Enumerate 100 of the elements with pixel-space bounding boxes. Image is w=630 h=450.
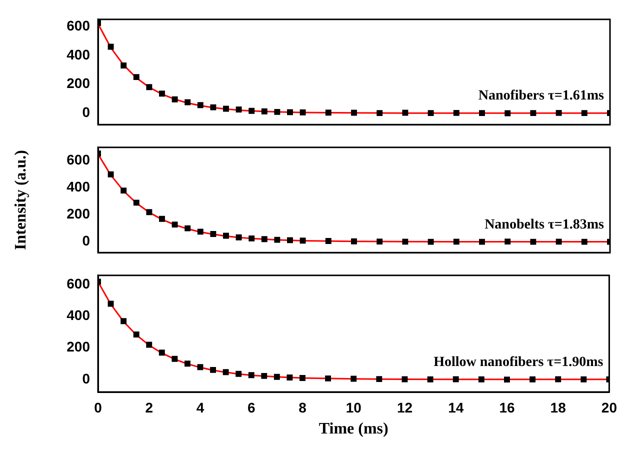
- point: [236, 370, 242, 377]
- annotation: Nanobelts τ=1.83ms: [484, 217, 605, 232]
- point: [120, 62, 127, 68]
- point: [452, 376, 459, 382]
- point: [287, 109, 293, 116]
- point: [300, 375, 306, 381]
- x-tick-label: 14: [448, 399, 464, 416]
- point: [325, 110, 332, 116]
- x-tick-label: 16: [499, 399, 515, 416]
- point: [428, 238, 434, 245]
- point: [222, 369, 229, 376]
- point: [236, 106, 242, 112]
- point: [197, 102, 204, 108]
- point: [287, 237, 293, 244]
- point: [108, 300, 114, 307]
- point: [223, 106, 229, 112]
- point: [580, 376, 587, 382]
- point: [555, 376, 562, 382]
- point: [427, 376, 434, 382]
- point: [479, 110, 485, 116]
- annotation: Hollow nanofibers τ=1.90ms: [434, 355, 604, 370]
- point: [248, 372, 254, 378]
- point: [325, 238, 332, 244]
- point: [197, 364, 204, 370]
- point: [108, 44, 114, 50]
- point: [184, 360, 190, 367]
- point: [248, 108, 255, 114]
- point: [402, 238, 408, 245]
- point: [351, 110, 357, 116]
- point: [146, 342, 152, 348]
- x-tick-label: 8: [298, 399, 307, 416]
- point: [133, 74, 140, 80]
- x-tick-label: 0: [94, 399, 102, 416]
- y-tick-label: 400: [66, 307, 90, 324]
- point: [325, 375, 332, 382]
- y-tick-label: 200: [66, 206, 90, 222]
- annotation: Nanofibers τ=1.61ms: [478, 88, 605, 104]
- point: [248, 235, 255, 242]
- point: [261, 372, 268, 379]
- point: [504, 110, 511, 116]
- point: [581, 238, 588, 245]
- point: [351, 238, 357, 244]
- x-tick-label: 10: [346, 399, 362, 416]
- y-tick-label: 0: [82, 104, 90, 120]
- point: [172, 356, 178, 362]
- point: [223, 232, 229, 239]
- point: [146, 84, 152, 90]
- y-tick-label: 0: [82, 232, 90, 249]
- point: [172, 96, 178, 102]
- point: [184, 225, 191, 232]
- x-tick-label: 6: [247, 399, 256, 416]
- point: [184, 99, 191, 106]
- point: [158, 350, 165, 356]
- point: [274, 374, 280, 380]
- y-tick-label: 400: [66, 178, 90, 195]
- x-tick-label: 18: [550, 399, 566, 416]
- point: [300, 109, 306, 116]
- point: [530, 376, 536, 382]
- y-tick-label: 600: [66, 276, 90, 292]
- y-tick-label: 0: [82, 370, 90, 386]
- point: [286, 374, 293, 380]
- point: [300, 238, 306, 244]
- point: [428, 110, 434, 116]
- point: [504, 376, 510, 383]
- point: [146, 209, 152, 216]
- point: [197, 228, 204, 235]
- point: [478, 376, 484, 382]
- point: [274, 108, 280, 115]
- point: [210, 366, 216, 373]
- y-tick-label: 200: [66, 75, 90, 92]
- y-axis-title: Intensity (a.u.): [12, 150, 30, 250]
- point: [479, 238, 485, 245]
- point: [402, 110, 408, 116]
- point: [159, 90, 165, 97]
- point: [530, 238, 536, 245]
- point: [159, 216, 165, 222]
- point: [376, 376, 382, 382]
- point: [120, 188, 127, 194]
- point: [376, 110, 383, 116]
- point: [210, 104, 216, 110]
- point: [274, 236, 280, 243]
- x-axis-title: Time (ms): [318, 420, 388, 438]
- point: [108, 171, 114, 178]
- point: [530, 110, 536, 116]
- x-tick-label: 2: [145, 399, 154, 416]
- y-tick-label: 600: [66, 152, 90, 168]
- point: [236, 234, 242, 240]
- point: [504, 238, 511, 245]
- point: [556, 110, 562, 116]
- point: [261, 108, 268, 114]
- point: [581, 110, 588, 116]
- point: [376, 238, 383, 245]
- point: [210, 231, 216, 237]
- point: [120, 318, 127, 324]
- y-tick-label: 200: [66, 338, 90, 355]
- point: [133, 200, 140, 206]
- y-tick-label: 400: [66, 46, 90, 62]
- point: [453, 110, 460, 116]
- point: [172, 222, 178, 228]
- x-tick-label: 20: [601, 399, 618, 416]
